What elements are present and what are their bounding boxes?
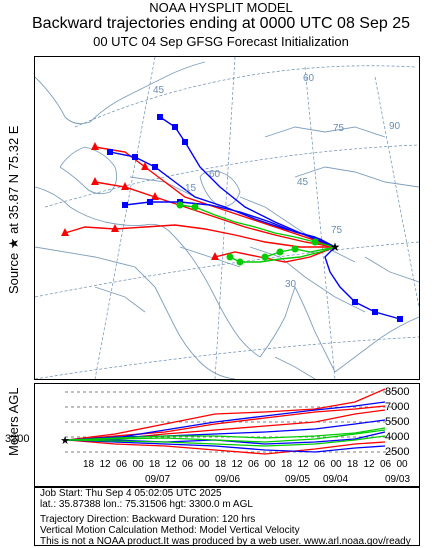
hour-tick: 06 [248, 459, 260, 470]
model-title: NOAA HYSPLIT MODEL [149, 0, 293, 15]
y-tick: 4000 [385, 431, 410, 443]
hour-tick: 06 [182, 459, 194, 470]
hour-tick: 00 [264, 459, 276, 470]
job-info-panel [34, 487, 420, 546]
hour-tick: 18 [281, 459, 293, 470]
y-tick: 2500 [385, 446, 410, 458]
hour-tick: 12 [231, 459, 243, 470]
hour-tick: 06 [380, 459, 392, 470]
source-location-label: Source ★ at 35.87 N 75.32 E [6, 125, 21, 294]
location-text: lat.: 35.87388 lon.: 75.31506 hgt: 3300.… [40, 499, 253, 510]
date-label: 09/03 [385, 474, 411, 485]
y-tick: 7000 [385, 401, 410, 413]
y-tick: 8500 [385, 386, 410, 398]
date-label: 09/04 [323, 474, 349, 485]
vertical-motion-text: Vertical Motion Calculation Method: Mode… [40, 525, 300, 536]
grid-label: 45 [297, 177, 309, 188]
hour-tick: 18 [83, 459, 95, 470]
direction-text: Trajectory Direction: Backward Duration:… [40, 514, 256, 525]
start-star-icon: ★ [60, 435, 70, 447]
trajectory-title: Backward trajectories ending at 0000 UTC… [32, 15, 410, 32]
hour-tick: 12 [363, 459, 375, 470]
hour-tick: 00 [396, 459, 408, 470]
hour-tick: 00 [330, 459, 342, 470]
hour-tick: 18 [347, 459, 359, 470]
hour-tick: 12 [165, 459, 177, 470]
grid-label: 15 [185, 183, 197, 194]
hour-tick: 12 [99, 459, 111, 470]
start-height-label: 3300 [5, 433, 30, 445]
grid-label: 45 [153, 85, 165, 96]
grid-label: 60 [209, 169, 221, 180]
date-label: 09/07 [145, 474, 171, 485]
grid-label: 90 [389, 121, 401, 132]
grid-label: 75 [331, 225, 343, 236]
y-tick: 5500 [385, 416, 410, 428]
hour-tick: 00 [132, 459, 144, 470]
map-coastlines [35, 61, 419, 379]
job-start-text: Job Start: Thu Sep 4 05:02:05 UTC 2025 [40, 488, 222, 499]
forecast-subtitle: 00 UTC 04 Sep GFSG Forecast Initializati… [93, 34, 349, 49]
grid-label: 60 [303, 73, 315, 84]
hour-tick: 06 [314, 459, 326, 470]
date-label: 09/06 [215, 474, 241, 485]
disclaimer-text: This is not a NOAA product.It was produc… [40, 536, 411, 547]
timeseries-canvas: ★ [60, 388, 400, 455]
hour-tick: 18 [215, 459, 227, 470]
trajectory-lines [64, 116, 401, 320]
trajectory-map: ★ 60 45 75 90 45 30 15 75 60 [34, 56, 420, 380]
hour-tick: 18 [149, 459, 161, 470]
source-star-icon: ★ [330, 240, 341, 254]
grid-label: 30 [285, 279, 297, 290]
hour-tick: 00 [198, 459, 210, 470]
hour-tick: 06 [116, 459, 128, 470]
height-timeseries: ★ 3300 8500 7000 5500 4000 2500 18 12 06 00… [5, 383, 420, 487]
hour-tick: 12 [297, 459, 309, 470]
meters-agl-label: Meters AGL [6, 387, 21, 456]
map-canvas: ★ 60 45 75 90 45 30 15 75 60 [35, 57, 419, 379]
trajectory-markers: ★ [61, 114, 403, 322]
date-label: 09/05 [285, 474, 311, 485]
grid-label: 75 [333, 123, 345, 134]
